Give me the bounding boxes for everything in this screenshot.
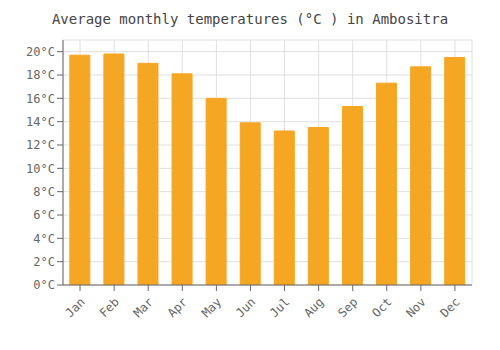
svg-text:May: May <box>199 295 224 320</box>
svg-text:6°C: 6°C <box>33 208 55 222</box>
svg-text:8°C: 8°C <box>33 185 55 199</box>
html-text:Average monthly temperatures (: Average monthly temperatures (°C ) in Am… <box>51 11 449 27</box>
svg-text:Jul: Jul <box>267 295 292 320</box>
svg-text:Sep: Sep <box>335 295 360 320</box>
svg-text:10°C: 10°C <box>26 162 55 176</box>
svg-text:12°C: 12°C <box>26 138 55 152</box>
svg-text:2°C: 2°C <box>33 255 55 269</box>
svg-text:4°C: 4°C <box>33 232 55 246</box>
svg-text:18°C: 18°C <box>26 68 55 82</box>
svg-text:Dec: Dec <box>438 295 463 320</box>
svg-text:Oct: Oct <box>369 295 394 320</box>
svg-text:Mar: Mar <box>131 295 156 320</box>
svg-text:16°C: 16°C <box>26 92 55 106</box>
svg-text:Nov: Nov <box>403 295 428 320</box>
svg-text:Jan: Jan <box>63 295 88 320</box>
svg-text:20°C: 20°C <box>26 45 55 59</box>
svg-text:14°C: 14°C <box>26 115 55 129</box>
svg-text:0°C: 0°C <box>33 278 55 292</box>
svg-text:Aug: Aug <box>301 295 326 320</box>
svg-text:Jun: Jun <box>233 295 258 320</box>
svg-text:Apr: Apr <box>165 295 190 320</box>
svg-text:Feb: Feb <box>97 295 122 320</box>
